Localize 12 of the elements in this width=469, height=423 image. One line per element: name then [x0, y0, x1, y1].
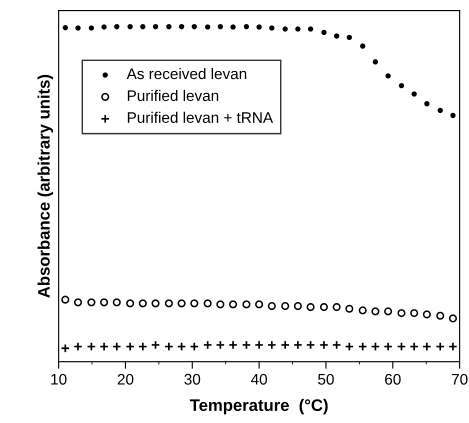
legend-label: Purified levan [128, 90, 218, 102]
y-axis-title: Absorbance (arbitrary units) [38, 74, 54, 298]
x-tick-label: 10 [51, 374, 67, 385]
x-tick-label: 70 [452, 374, 468, 385]
x-axis-title: Temperature (°C) [190, 398, 328, 414]
legend-label: As received levan [126, 68, 246, 80]
x-tick-label: 30 [184, 374, 200, 385]
x-tick-label: 40 [250, 374, 268, 385]
x-tick-label: 60 [385, 374, 401, 385]
x-tick-label: 50 [318, 374, 334, 385]
x-tick-label: 20 [118, 374, 134, 385]
legend-label: Purified levan + tRNA [128, 112, 274, 123]
